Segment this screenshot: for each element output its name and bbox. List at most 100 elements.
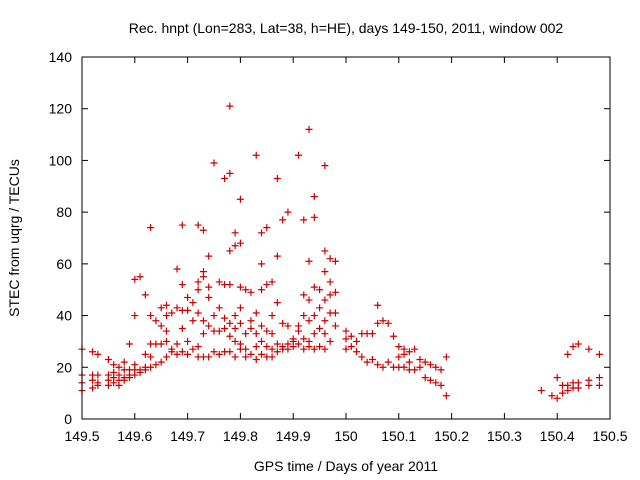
data-point <box>316 304 324 312</box>
data-point <box>553 394 561 402</box>
data-point <box>273 348 281 356</box>
x-tick-label: 150.3 <box>487 428 522 444</box>
data-point <box>595 374 603 382</box>
data-point <box>284 208 292 216</box>
data-point <box>141 350 149 358</box>
data-point <box>316 343 324 351</box>
data-point <box>199 317 207 325</box>
x-axis-label: GPS time / Days of year 2011 <box>254 458 438 474</box>
data-point <box>595 350 603 358</box>
data-point <box>152 317 160 325</box>
y-tick-label: 20 <box>56 359 72 375</box>
data-point <box>310 283 318 291</box>
data-point <box>432 379 440 387</box>
data-point <box>226 102 234 110</box>
data-point <box>326 255 334 263</box>
data-point <box>242 286 250 294</box>
data-point <box>147 224 155 232</box>
data-point <box>379 363 387 371</box>
data-point <box>273 299 281 307</box>
data-point <box>368 330 376 338</box>
data-point <box>400 363 408 371</box>
data-point <box>405 358 413 366</box>
data-point <box>247 317 255 325</box>
data-point <box>316 286 324 294</box>
x-tick-label: 149.9 <box>276 428 311 444</box>
data-point <box>173 304 181 312</box>
data-point <box>221 325 229 332</box>
data-point <box>189 299 197 307</box>
x-tick-label: 150.2 <box>434 428 469 444</box>
data-point <box>347 332 355 340</box>
data-point <box>310 330 318 338</box>
data-point <box>194 286 202 294</box>
data-point <box>294 340 302 348</box>
data-point <box>236 283 244 291</box>
y-tick-label: 40 <box>56 308 72 324</box>
data-point <box>89 384 97 392</box>
data-point <box>305 317 313 325</box>
data-point <box>205 252 213 260</box>
data-point <box>564 387 572 395</box>
plot-frame <box>81 56 611 420</box>
data-point <box>162 327 170 335</box>
data-point <box>194 309 202 317</box>
data-point <box>300 216 308 224</box>
data-point <box>236 304 244 312</box>
data-point <box>300 291 308 299</box>
data-point <box>553 374 561 382</box>
data-point <box>558 389 566 397</box>
data-point <box>347 343 355 351</box>
data-point <box>252 343 260 351</box>
data-point <box>564 350 572 358</box>
data-point <box>231 325 239 332</box>
data-point <box>168 348 176 356</box>
data-point <box>231 312 239 320</box>
data-point <box>548 392 556 400</box>
data-point <box>189 345 197 353</box>
data-point <box>205 353 213 361</box>
data-point <box>305 125 313 133</box>
data-point <box>268 353 276 361</box>
data-point <box>321 247 329 255</box>
data-point <box>331 309 339 317</box>
data-point <box>115 381 123 389</box>
data-point <box>353 337 361 345</box>
data-point <box>321 296 329 304</box>
data-point <box>199 226 207 234</box>
data-point <box>247 350 255 358</box>
data-point <box>300 312 308 320</box>
data-point <box>411 345 419 353</box>
data-point <box>411 366 419 374</box>
data-point <box>184 306 192 314</box>
data-point <box>226 319 234 327</box>
data-point <box>258 286 266 294</box>
y-tick-label: 80 <box>56 204 72 220</box>
data-point <box>162 337 170 345</box>
data-point <box>236 239 244 247</box>
data-point <box>326 337 334 345</box>
data-point <box>263 224 271 232</box>
x-tick-label: 150.5 <box>592 428 627 444</box>
data-point <box>168 309 176 317</box>
data-point <box>374 361 382 369</box>
data-point <box>585 345 593 353</box>
data-point <box>252 356 260 364</box>
data-point <box>110 379 118 387</box>
data-point <box>178 348 186 356</box>
data-point <box>263 327 271 335</box>
data-point <box>316 325 324 332</box>
data-point <box>331 288 339 296</box>
data-point <box>215 327 223 335</box>
data-point <box>310 193 318 201</box>
data-point <box>131 275 139 283</box>
data-point <box>268 345 276 353</box>
chart-title: Rec. hnpt (Lon=283, Lat=38, h=HE), days … <box>129 20 564 36</box>
data-point <box>252 330 260 338</box>
data-point <box>173 350 181 358</box>
data-point <box>258 229 266 237</box>
data-point <box>173 265 181 273</box>
data-point <box>258 322 266 330</box>
data-point <box>289 343 297 351</box>
data-point <box>252 309 260 317</box>
